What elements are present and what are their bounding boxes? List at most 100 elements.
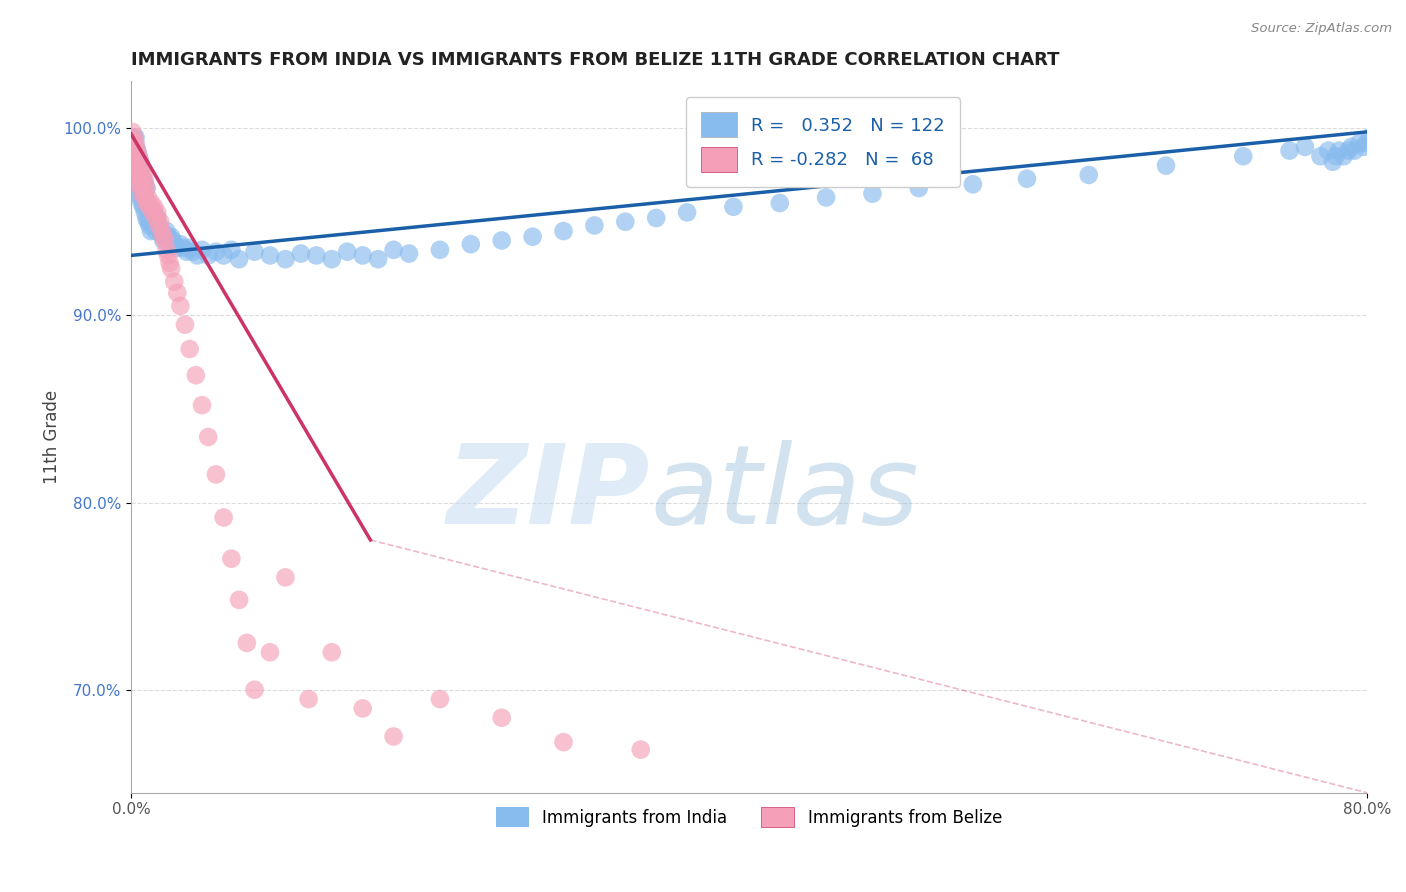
Point <box>142 215 165 229</box>
Point <box>191 398 214 412</box>
Point <box>121 136 143 150</box>
Point <box>122 130 145 145</box>
Point <box>153 234 176 248</box>
Point <box>131 173 153 187</box>
Point <box>152 229 174 244</box>
Point <box>122 130 145 145</box>
Point <box>1337 144 1360 158</box>
Point <box>352 701 374 715</box>
Point <box>553 224 575 238</box>
Point <box>184 368 207 383</box>
Text: ZIP: ZIP <box>447 441 650 548</box>
Point <box>149 215 172 229</box>
Point <box>160 229 183 244</box>
Point <box>128 149 150 163</box>
Point <box>157 248 180 262</box>
Point <box>127 162 149 177</box>
Y-axis label: 11th Grade: 11th Grade <box>44 390 60 484</box>
Point <box>1343 144 1365 158</box>
Point <box>1368 130 1391 145</box>
Point <box>121 159 143 173</box>
Point <box>122 140 145 154</box>
Point <box>166 241 188 255</box>
Text: Source: ZipAtlas.com: Source: ZipAtlas.com <box>1251 22 1392 36</box>
Point <box>352 248 374 262</box>
Point <box>1015 171 1038 186</box>
Point <box>131 196 153 211</box>
Point <box>221 243 243 257</box>
Point <box>1327 144 1350 158</box>
Point <box>181 244 204 259</box>
Point <box>129 168 152 182</box>
Point <box>1374 130 1396 145</box>
Point <box>228 252 250 267</box>
Point <box>153 227 176 242</box>
Point <box>136 215 159 229</box>
Point <box>122 168 145 182</box>
Point <box>274 570 297 584</box>
Point <box>124 159 146 173</box>
Point <box>139 209 162 223</box>
Point <box>212 248 235 262</box>
Point <box>159 234 181 248</box>
Point <box>128 168 150 182</box>
Point <box>134 205 156 219</box>
Point <box>157 229 180 244</box>
Point <box>132 186 155 201</box>
Point <box>614 215 637 229</box>
Point <box>128 173 150 187</box>
Point <box>429 243 451 257</box>
Point <box>143 200 166 214</box>
Point <box>127 154 149 169</box>
Point <box>143 205 166 219</box>
Point <box>128 178 150 192</box>
Point <box>382 243 405 257</box>
Point <box>135 196 157 211</box>
Point <box>138 219 160 233</box>
Point <box>862 186 884 201</box>
Point <box>146 205 169 219</box>
Point <box>274 252 297 267</box>
Point <box>176 244 198 259</box>
Point <box>305 248 328 262</box>
Point <box>127 168 149 182</box>
Point <box>159 256 181 270</box>
Point <box>197 430 219 444</box>
Point <box>122 149 145 163</box>
Point <box>172 241 194 255</box>
Point <box>155 224 177 238</box>
Point <box>127 144 149 158</box>
Point <box>146 211 169 225</box>
Point <box>134 178 156 192</box>
Point <box>259 645 281 659</box>
Point <box>127 159 149 173</box>
Point <box>163 237 186 252</box>
Point <box>243 244 266 259</box>
Point <box>128 186 150 201</box>
Point <box>1333 149 1355 163</box>
Point <box>1340 140 1362 154</box>
Point <box>769 196 792 211</box>
Point <box>124 154 146 169</box>
Point <box>1294 140 1316 154</box>
Point <box>1309 149 1331 163</box>
Point <box>583 219 606 233</box>
Point <box>723 200 745 214</box>
Point <box>124 149 146 163</box>
Point <box>321 645 343 659</box>
Point <box>143 219 166 233</box>
Point <box>148 219 170 233</box>
Point <box>135 181 157 195</box>
Point <box>129 154 152 169</box>
Point <box>228 592 250 607</box>
Point <box>522 229 544 244</box>
Point <box>221 551 243 566</box>
Point <box>121 140 143 154</box>
Point <box>129 178 152 192</box>
Point <box>139 196 162 211</box>
Point <box>676 205 699 219</box>
Point <box>429 692 451 706</box>
Point <box>191 243 214 257</box>
Point <box>1324 149 1347 163</box>
Point <box>121 125 143 139</box>
